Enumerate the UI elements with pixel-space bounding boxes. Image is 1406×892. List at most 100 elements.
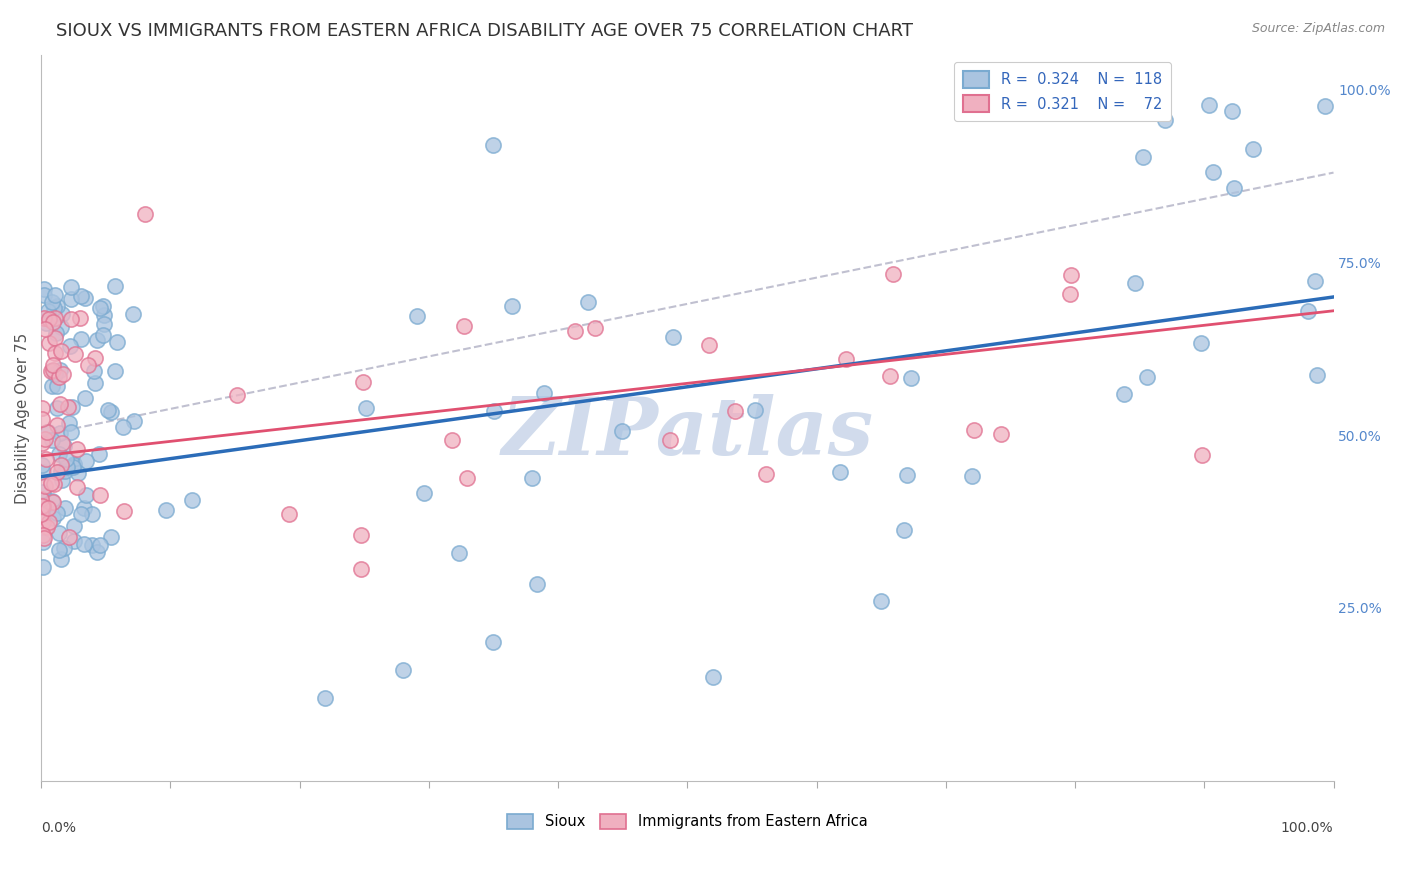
Point bbox=[59, 339, 82, 353]
Point bbox=[32, 516, 55, 530]
Point bbox=[41, 434, 63, 448]
Point bbox=[39, 364, 62, 378]
Point bbox=[350, 528, 373, 542]
Point bbox=[51, 473, 73, 487]
Point bbox=[76, 358, 98, 372]
Point bbox=[51, 552, 73, 566]
Point bbox=[31, 435, 53, 450]
Point bbox=[658, 433, 681, 447]
Point bbox=[59, 280, 82, 294]
Point bbox=[413, 486, 436, 500]
Point bbox=[662, 329, 685, 343]
Point bbox=[225, 388, 247, 402]
Point bbox=[42, 315, 65, 329]
Point bbox=[60, 400, 83, 414]
Point bbox=[83, 364, 105, 378]
Point bbox=[63, 457, 86, 471]
Point bbox=[53, 464, 76, 478]
Point bbox=[41, 363, 63, 377]
Point bbox=[744, 402, 766, 417]
Point bbox=[83, 376, 105, 390]
Point bbox=[1202, 165, 1225, 179]
Point bbox=[697, 338, 720, 352]
Point bbox=[32, 499, 55, 513]
Point bbox=[69, 310, 91, 325]
Point bbox=[1132, 150, 1154, 164]
Point bbox=[482, 138, 505, 153]
Point bbox=[41, 475, 63, 490]
Point bbox=[53, 501, 76, 516]
Point bbox=[37, 425, 59, 439]
Point bbox=[56, 400, 79, 414]
Point bbox=[406, 310, 429, 324]
Point bbox=[45, 466, 67, 480]
Point bbox=[1313, 99, 1336, 113]
Point bbox=[31, 535, 53, 549]
Point bbox=[755, 467, 778, 481]
Point bbox=[1123, 276, 1146, 290]
Text: 100.0%: 100.0% bbox=[1281, 821, 1333, 835]
Point bbox=[392, 663, 415, 677]
Point bbox=[702, 670, 724, 684]
Point bbox=[38, 515, 60, 529]
Point bbox=[963, 423, 986, 437]
Point bbox=[1303, 274, 1326, 288]
Point bbox=[34, 433, 56, 447]
Point bbox=[48, 543, 70, 558]
Point bbox=[84, 351, 107, 366]
Point bbox=[31, 500, 53, 514]
Text: Source: ZipAtlas.com: Source: ZipAtlas.com bbox=[1251, 22, 1385, 36]
Point bbox=[41, 494, 63, 508]
Point bbox=[1059, 287, 1081, 301]
Point bbox=[835, 352, 858, 367]
Point bbox=[59, 425, 82, 439]
Point bbox=[70, 289, 93, 303]
Point bbox=[75, 488, 97, 502]
Point bbox=[35, 451, 58, 466]
Point bbox=[34, 316, 56, 330]
Point bbox=[104, 278, 127, 293]
Point bbox=[1223, 181, 1246, 195]
Point bbox=[583, 320, 606, 334]
Point bbox=[60, 293, 83, 307]
Point bbox=[56, 459, 79, 474]
Point bbox=[1112, 387, 1135, 401]
Point bbox=[48, 447, 70, 461]
Point bbox=[45, 506, 67, 520]
Point bbox=[32, 311, 55, 326]
Point bbox=[42, 477, 65, 491]
Point bbox=[32, 527, 55, 541]
Point bbox=[93, 318, 115, 332]
Point bbox=[32, 282, 55, 296]
Point bbox=[112, 504, 135, 518]
Point bbox=[53, 440, 76, 454]
Point bbox=[122, 414, 145, 428]
Point bbox=[893, 524, 915, 538]
Point bbox=[75, 291, 97, 305]
Point bbox=[453, 319, 475, 334]
Point bbox=[31, 401, 53, 415]
Point bbox=[31, 411, 53, 425]
Point bbox=[828, 465, 851, 479]
Point bbox=[66, 480, 89, 494]
Point bbox=[58, 530, 80, 544]
Point bbox=[46, 401, 69, 415]
Point bbox=[882, 268, 904, 282]
Point bbox=[41, 510, 63, 524]
Point bbox=[121, 307, 143, 321]
Point bbox=[55, 451, 77, 466]
Point bbox=[62, 459, 84, 474]
Point bbox=[49, 425, 72, 440]
Point bbox=[89, 488, 111, 502]
Point bbox=[1241, 142, 1264, 156]
Point bbox=[41, 378, 63, 392]
Point bbox=[155, 503, 177, 517]
Point bbox=[48, 526, 70, 541]
Point bbox=[1220, 103, 1243, 118]
Point bbox=[526, 577, 548, 591]
Point bbox=[45, 299, 67, 313]
Point bbox=[51, 367, 73, 381]
Point bbox=[66, 467, 89, 481]
Point bbox=[612, 425, 634, 439]
Point bbox=[990, 426, 1012, 441]
